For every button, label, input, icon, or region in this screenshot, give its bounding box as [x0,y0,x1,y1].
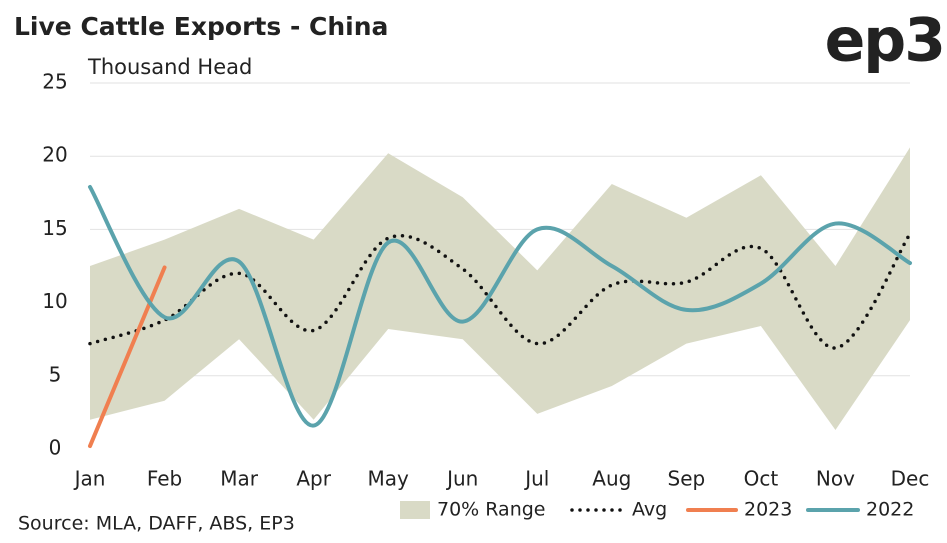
x-tick-label: Nov [816,467,855,491]
y-tick-label: 15 [42,216,67,240]
legend-swatch [400,501,430,519]
series-line [88,232,912,350]
logo: ep3 [825,6,944,76]
x-tick-label: Jun [445,467,478,491]
legend-label: Avg [632,499,667,521]
legend-label: 2022 [866,499,914,521]
x-tick-label: Dec [891,467,930,491]
x-tick-label: Jan [73,467,106,491]
chart-title: Live Cattle Exports - China [14,12,388,41]
y-tick-label: 25 [42,70,67,94]
x-tick-label: Sep [668,467,706,491]
series-line [88,184,912,428]
x-tick-label: Oct [744,467,779,491]
x-tick-label: Apr [296,467,331,491]
x-tick-label: Jul [523,467,549,491]
x-tick-label: Mar [220,467,259,491]
x-tick-label: May [368,467,410,491]
legend-label: 2023 [744,499,792,521]
x-tick-label: Feb [147,467,182,491]
x-tick-label: Aug [592,467,631,491]
source: Source: MLA, DAFF, ABS, EP3 [18,513,295,535]
y-tick-label: 20 [42,143,67,167]
range-band [90,147,910,430]
y-tick-label: 10 [42,289,67,313]
y-tick-label: 5 [49,362,62,386]
series-line [88,265,167,449]
legend-label: 70% Range [437,499,546,521]
subtitle: Thousand Head [87,55,252,79]
y-tick-label: 0 [49,436,62,460]
